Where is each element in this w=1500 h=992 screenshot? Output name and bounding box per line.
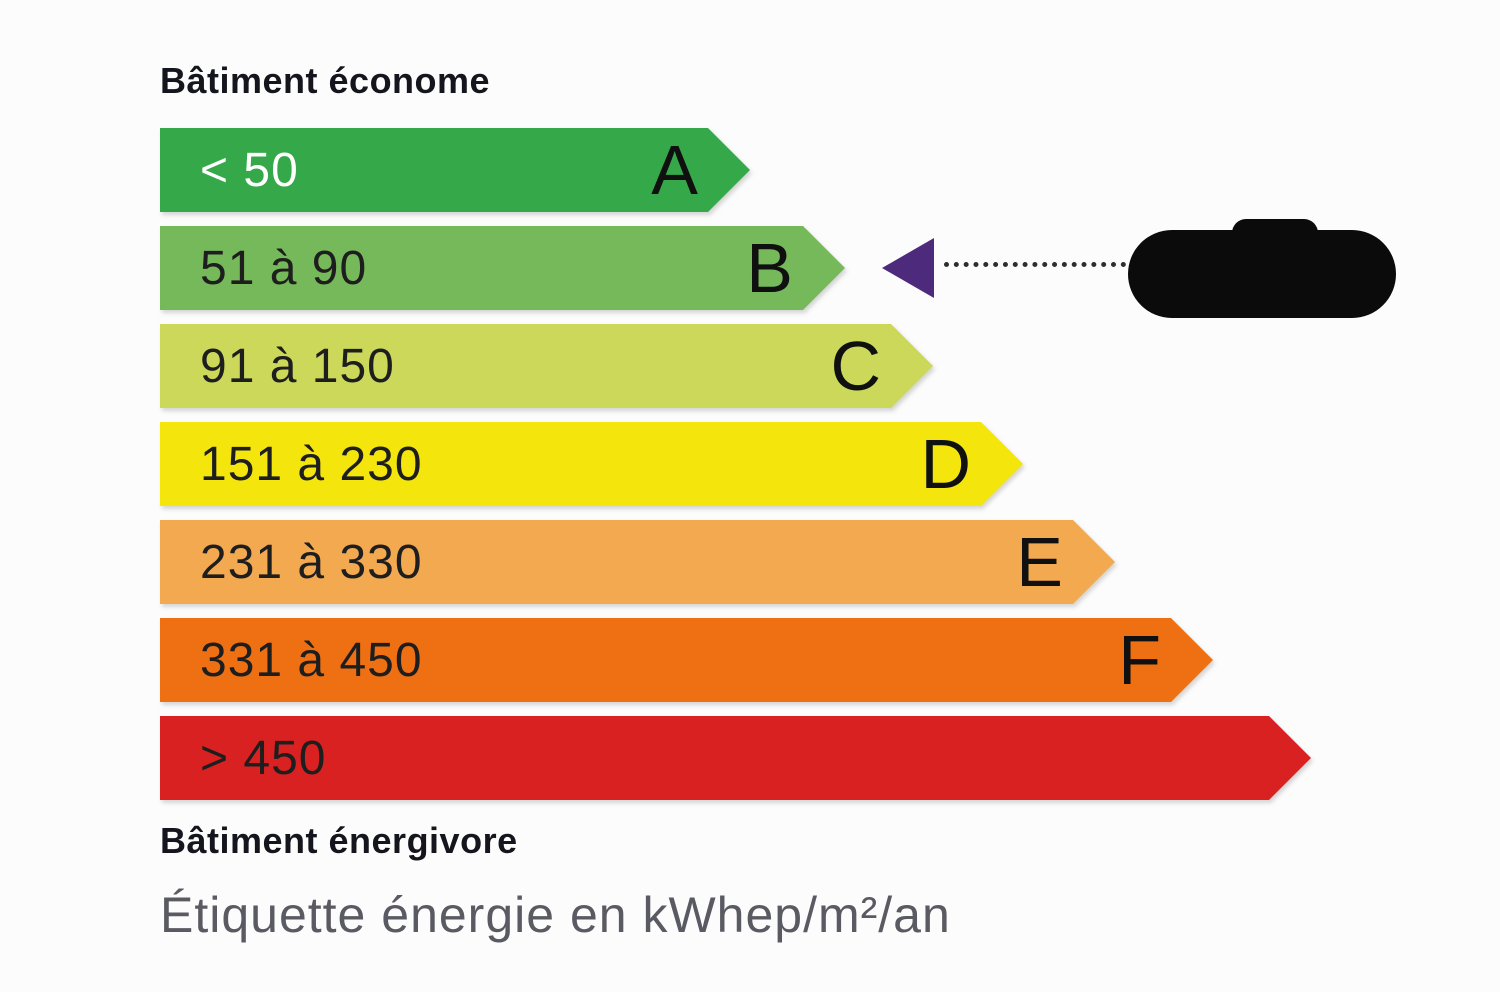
class-letter: C: [830, 327, 881, 405]
energy-bar-d-shape: 151 à 230 D: [160, 422, 1023, 506]
energy-bar-c-shape: 91 à 150 C: [160, 324, 933, 408]
scale-top-label: Bâtiment économe: [160, 60, 491, 101]
redacted-value-blob-bump: [1232, 219, 1318, 249]
class-letter: B: [746, 229, 793, 307]
class-letter: A: [651, 131, 698, 209]
dotted-connector-line: [944, 262, 1126, 267]
range-label: 331 à 450: [200, 633, 423, 687]
scale-bottom-label: Bâtiment énergivore: [160, 820, 518, 861]
class-letter: D: [920, 425, 971, 503]
range-label: 231 à 330: [200, 535, 423, 589]
range-label: > 450: [200, 731, 327, 785]
energy-bar-g-shape: > 450: [160, 716, 1311, 800]
range-label: 51 à 90: [200, 241, 368, 295]
range-label: 91 à 150: [200, 339, 395, 393]
energy-bar-g: > 450: [160, 716, 1311, 800]
energy-bar-e-shape: 231 à 330 E: [160, 520, 1115, 604]
energy-bar-b: 51 à 90 B: [160, 226, 845, 310]
class-letter: F: [1118, 621, 1161, 699]
energy-bar-d: 151 à 230 D: [160, 422, 1023, 506]
energy-bar-a: < 50 A: [160, 128, 750, 212]
energy-bar-f-shape: 331 à 450 F: [160, 618, 1213, 702]
class-letter: E: [1016, 523, 1063, 601]
chart-caption: Étiquette énergie en kWhep/m²/an: [160, 887, 951, 943]
energy-bar-b-shape: 51 à 90 B: [160, 226, 845, 310]
energy-bar-c: 91 à 150 C: [160, 324, 933, 408]
range-label: 151 à 230: [200, 437, 423, 491]
energy-bar-a-shape: < 50 A: [160, 128, 750, 212]
selection-arrow-icon: [882, 238, 934, 298]
range-label: < 50: [200, 143, 299, 197]
energy-bar-f: 331 à 450 F: [160, 618, 1213, 702]
energy-bar-e: 231 à 330 E: [160, 520, 1115, 604]
